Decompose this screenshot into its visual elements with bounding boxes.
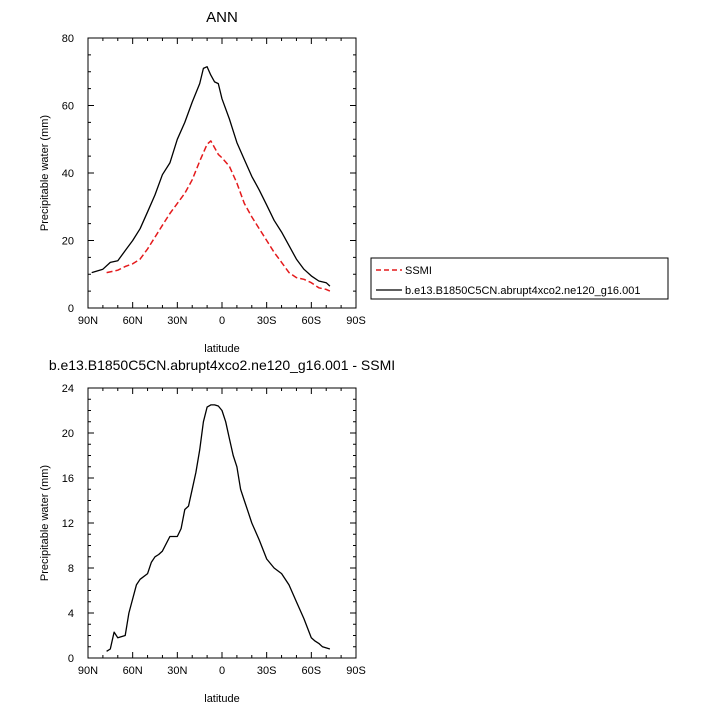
y-axis-label: Precipitable water (mm) <box>39 465 51 581</box>
axis-ticks: 90N 60N 30N 0 30S 60S 90S 0 20 40 60 80 <box>62 33 366 327</box>
x-tick-label: 60N <box>123 665 143 677</box>
y-tick-label: 8 <box>68 563 74 575</box>
y-axis-label: Precipitable water (mm) <box>39 115 51 231</box>
y-tick-label: 20 <box>62 428 74 440</box>
plot-frame <box>87 37 357 309</box>
y-tick-label: 20 <box>62 236 74 248</box>
series-line-difference <box>106 404 331 652</box>
panel-difference: b.e13.B1850C5CN.abrupt4xco2.ne120_g16.00… <box>39 357 395 705</box>
x-tick-label: 90S <box>346 665 366 677</box>
x-tick-label: 30N <box>167 315 187 327</box>
x-tick-label: 60N <box>123 315 143 327</box>
x-tick-label: 60S <box>302 315 322 327</box>
x-tick-label: 90N <box>78 315 98 327</box>
x-axis-label: latitude <box>204 693 239 705</box>
y-tick-label: 12 <box>62 518 74 530</box>
x-tick-label: 90N <box>78 665 98 677</box>
legend-box <box>370 257 669 300</box>
axis-ticks: 90N 60N 30N 0 30S 60S 90S 0 4 8 12 16 20 24 <box>62 383 366 677</box>
panel-annual: ANN Precipitable water (mm) latitude 90N… <box>39 9 366 355</box>
x-tick-label: 30S <box>257 315 277 327</box>
y-tick-label: 0 <box>68 653 74 665</box>
legend: SSMI b.e13.B1850C5CN.abrupt4xco2.ne120_g… <box>370 257 669 300</box>
x-tick-label: 0 <box>219 665 225 677</box>
chart-title: ANN <box>206 9 238 26</box>
x-tick-label: 90S <box>346 315 366 327</box>
x-tick-label: 0 <box>219 315 225 327</box>
y-tick-label: 40 <box>62 168 74 180</box>
y-tick-label: 4 <box>68 608 74 620</box>
y-tick-label: 60 <box>62 101 74 113</box>
x-tick-label: 30S <box>257 665 277 677</box>
y-tick-label: 80 <box>62 33 74 45</box>
y-tick-label: 16 <box>62 473 74 485</box>
series-lines <box>91 66 331 292</box>
series-lines <box>106 404 331 652</box>
x-tick-label: 60S <box>302 665 322 677</box>
series-line-ssmi <box>106 140 331 292</box>
y-tick-label: 0 <box>68 303 74 315</box>
chart-title: b.e13.B1850C5CN.abrupt4xco2.ne120_g16.00… <box>49 357 395 373</box>
legend-label-model: b.e13.B1850C5CN.abrupt4xco2.ne120_g16.00… <box>405 285 640 297</box>
legend-label-ssmi: SSMI <box>405 265 432 277</box>
series-line-model <box>91 66 331 287</box>
x-tick-label: 30N <box>167 665 187 677</box>
x-axis-label: latitude <box>204 343 239 355</box>
y-tick-label: 24 <box>62 383 74 395</box>
